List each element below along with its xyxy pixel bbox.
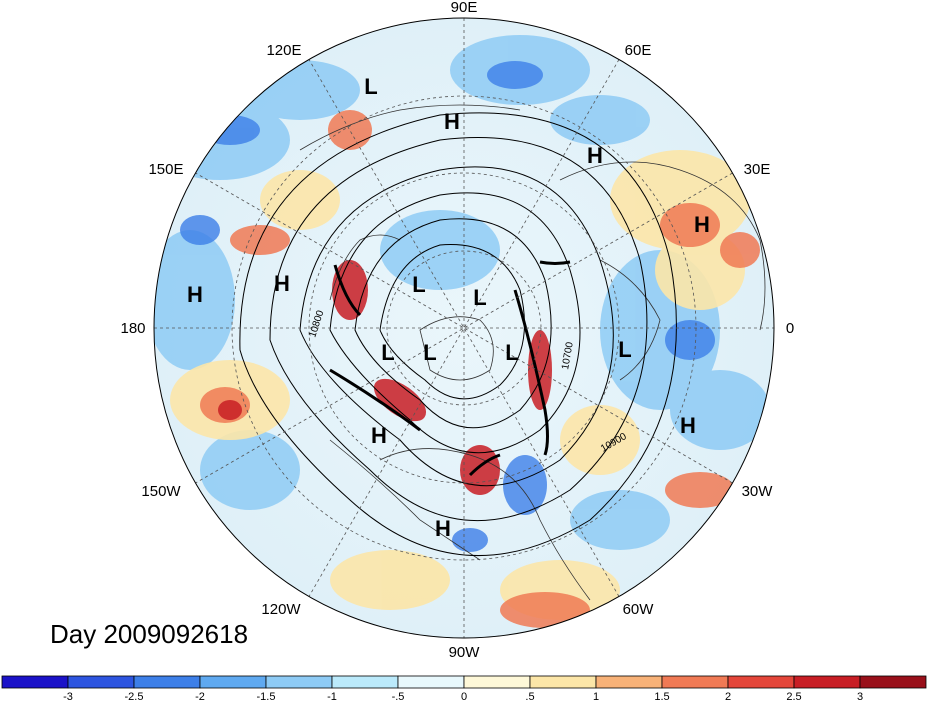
colorbar-tick-label: -1.5 [257, 691, 276, 702]
pressure-center: H [435, 516, 451, 541]
colorbar-ticks: -3 -2.5 -2 -1.5 -1 -.5 0 .5 1 1.5 2 2.5 3 [63, 691, 863, 702]
colorbar-box [661, 675, 729, 689]
pressure-center: L [412, 272, 425, 297]
lon-label: 180 [120, 320, 145, 337]
pressure-center: H [444, 109, 460, 134]
pressure-center: H [371, 423, 387, 448]
colorbar-box [463, 675, 531, 689]
colorbar: -3 -2.5 -2 -1.5 -1 -.5 0 .5 1 1.5 2 2.5 3 [1, 675, 927, 702]
pressure-center: L [618, 337, 631, 362]
colorbar-tick-label: 1 [593, 691, 599, 702]
colorbar-box [727, 675, 795, 689]
pressure-center: H [587, 143, 603, 168]
colorbar-box [199, 675, 267, 689]
pressure-center: L [505, 340, 518, 365]
colorbar-tick-label: 0 [461, 691, 467, 702]
jet-contours [329, 260, 571, 477]
lon-label: 120E [266, 42, 301, 59]
colorbar-tick-label: 2.5 [786, 691, 801, 702]
colorbar-tick-label: 1.5 [654, 691, 669, 702]
lon-label: 150W [141, 483, 181, 500]
colorbar-box [529, 675, 597, 689]
colorbar-tick-label: -2 [195, 691, 205, 702]
pressure-center: L [381, 340, 394, 365]
lon-label: 60E [625, 42, 652, 59]
colorbar-tick-label: 3 [857, 691, 863, 702]
lon-label: 60W [623, 601, 655, 618]
colorbar-tick-label: .5 [525, 691, 534, 702]
lon-label: 90W [449, 644, 481, 661]
pressure-centers: L H H H H H L L L L L L H H H [187, 74, 710, 541]
lon-label: 120W [261, 601, 301, 618]
graticule [154, 18, 774, 638]
longitude-labels: 90E 60E 30E 0 30W 60W 90W 120W 150W 180 … [120, 0, 794, 661]
pressure-center: L [364, 74, 377, 99]
colorbar-box [331, 675, 399, 689]
map-border [153, 17, 775, 639]
lon-label: 150E [148, 161, 183, 178]
pressure-center: L [473, 285, 486, 310]
pressure-center: L [423, 340, 436, 365]
colorbar-tick-label: -3 [63, 691, 73, 702]
lon-label: 0 [786, 320, 794, 337]
pressure-center: H [680, 413, 696, 438]
lon-label: 30W [742, 483, 774, 500]
colorbar-boxes [1, 675, 927, 689]
coastlines [299, 104, 766, 601]
colorbar-box [265, 675, 333, 689]
colorbar-box [859, 675, 927, 689]
pressure-center: H [274, 271, 290, 296]
colorbar-tick-label: -2.5 [125, 691, 144, 702]
day-label: Day 2009092618 [50, 619, 249, 649]
lon-label: 90E [451, 0, 478, 16]
colorbar-tick-label: -.5 [392, 691, 405, 702]
lon-label: 30E [744, 161, 771, 178]
pressure-center: H [694, 212, 710, 237]
colorbar-tick-label: -1 [327, 691, 337, 702]
colorbar-tick-label: 2 [725, 691, 731, 702]
colorbar-box [595, 675, 663, 689]
pressure-center: H [187, 282, 203, 307]
colorbar-box [1, 675, 69, 689]
colorbar-box [793, 675, 861, 689]
contour-label: 10700 [560, 341, 576, 371]
colorbar-box [133, 675, 201, 689]
height-contours [239, 112, 677, 556]
colorbar-box [67, 675, 135, 689]
colorbar-box [397, 675, 465, 689]
